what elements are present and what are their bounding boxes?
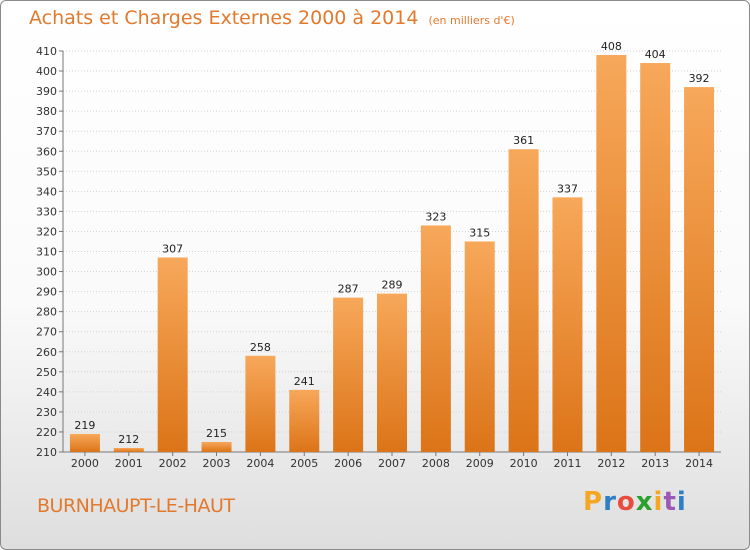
y-tick-label: 410 — [36, 45, 57, 58]
logo-letter: o — [616, 487, 636, 517]
bar-2014 — [684, 87, 715, 452]
logo-letter: i — [676, 487, 687, 517]
bar-2008 — [420, 225, 451, 452]
x-tick-label: 2011 — [553, 457, 581, 470]
logo-letter: i — [653, 487, 664, 517]
value-label: 219 — [74, 419, 95, 432]
bar-2004 — [245, 355, 276, 452]
value-label: 215 — [206, 427, 227, 440]
bar-2010 — [508, 149, 539, 452]
x-tick-label: 2009 — [466, 457, 494, 470]
commune-name: BURNHAUPT-LE-HAUT — [37, 495, 235, 517]
y-tick-label: 240 — [36, 386, 57, 399]
x-tick-label: 2000 — [71, 457, 99, 470]
y-tick-label: 340 — [36, 185, 57, 198]
x-tick-label: 2010 — [510, 457, 538, 470]
bar-2012 — [596, 55, 627, 452]
chart-unit: (en milliers d'€) — [428, 14, 515, 27]
x-tick-label: 2012 — [597, 457, 625, 470]
logo-letter: P — [583, 487, 604, 517]
y-axis: 210 220 230 240 250 260 270 280 290 300 310 320 330 3… — [36, 45, 57, 459]
y-tick-label: 270 — [36, 326, 57, 339]
bar-2002 — [157, 257, 188, 452]
y-tick-label: 290 — [36, 286, 57, 299]
chart-title-block: Achats et Charges Externes 2000 à 2014 (e… — [29, 7, 515, 29]
y-tick-label: 400 — [36, 65, 57, 78]
x-tick-label: 2005 — [290, 457, 318, 470]
y-tick-label: 250 — [36, 366, 57, 379]
value-label: 408 — [601, 40, 622, 53]
x-tick-label: 2003 — [203, 457, 231, 470]
bar-2009 — [464, 241, 495, 452]
bars — [69, 55, 715, 452]
y-tick-label: 300 — [36, 266, 57, 279]
x-tick-label: 2014 — [685, 457, 713, 470]
value-label: 212 — [118, 433, 139, 446]
chart-title: Achats et Charges Externes 2000 à 2014 — [29, 7, 419, 29]
x-tick-label: 2013 — [641, 457, 669, 470]
y-tick-label: 360 — [36, 145, 57, 158]
value-label: 258 — [250, 341, 271, 354]
y-tick-label: 280 — [36, 306, 57, 319]
bar-2007 — [377, 293, 407, 452]
value-label: 323 — [425, 210, 446, 223]
y-tick-label: 230 — [36, 406, 57, 419]
bar-2001 — [113, 447, 144, 452]
x-tick-label: 2007 — [378, 457, 406, 470]
value-label: 404 — [645, 48, 666, 61]
y-tick-label: 330 — [36, 205, 57, 218]
x-tick-label: 2006 — [334, 457, 362, 470]
bar-2003 — [201, 441, 232, 452]
logo-letter: r — [603, 487, 617, 517]
logo-letter: x — [635, 487, 654, 517]
bar-2013 — [640, 63, 671, 452]
value-label: 337 — [557, 182, 578, 195]
x-axis: 2000 2001 2002 2003 2004 2005 2006 2007 2008 2009… — [71, 452, 713, 470]
x-tick-label: 2008 — [422, 457, 450, 470]
x-tick-label: 2002 — [159, 457, 187, 470]
bar-2005 — [289, 389, 320, 452]
value-label: 241 — [294, 375, 315, 388]
value-label: 287 — [338, 283, 359, 296]
y-tick-label: 310 — [36, 246, 57, 259]
y-tick-label: 220 — [36, 426, 57, 439]
proxiti-logo: Proxiti — [583, 487, 687, 517]
y-tick-label: 210 — [36, 446, 57, 459]
value-label: 361 — [513, 134, 534, 147]
value-label: 307 — [162, 243, 183, 256]
value-label: 392 — [689, 72, 710, 85]
bar-2011 — [552, 197, 583, 452]
y-tick-label: 380 — [36, 105, 57, 118]
x-tick-label: 2001 — [115, 457, 143, 470]
value-label: 289 — [382, 279, 403, 292]
value-label: 315 — [469, 226, 490, 239]
x-tick-label: 2004 — [246, 457, 274, 470]
y-tick-label: 260 — [36, 346, 57, 359]
logo-letter: t — [663, 487, 677, 517]
bar-2006 — [333, 297, 364, 452]
y-tick-label: 370 — [36, 125, 57, 138]
y-tick-label: 390 — [36, 85, 57, 98]
bar-2000 — [69, 433, 100, 452]
value-labels: 219 212 307 215 258 241 287 289 323 315 361 337 408 4… — [74, 40, 709, 446]
y-tick-label: 350 — [36, 165, 57, 178]
y-tick-label: 320 — [36, 225, 57, 238]
